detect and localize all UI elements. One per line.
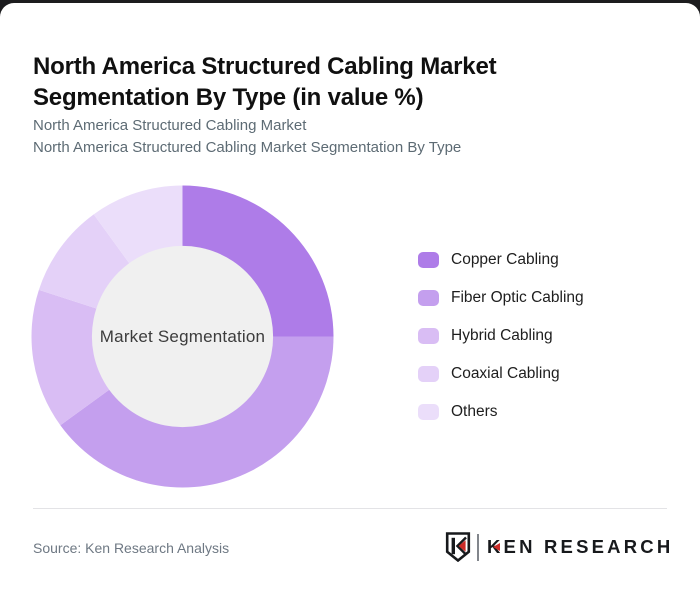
legend-item: Fiber Optic Cabling [418,289,584,306]
logo-separator [477,533,479,561]
chart-subtitle-line2: North America Structured Cabling Market … [33,138,462,156]
source-note: Source: Ken Research Analysis [33,540,230,556]
donut-center-circle [91,245,274,428]
ken-research-shield-icon [445,532,471,562]
chart-subtitle-line1: North America Structured Cabling Market [33,117,307,134]
legend-swatch [418,290,439,306]
legend-label: Coaxial Cabling [451,365,560,382]
legend-item: Others [418,403,584,420]
donut-chart [31,185,334,488]
legend-swatch [418,366,439,382]
ken-research-logo: KEN RESEARCH [445,532,673,562]
legend-swatch [418,252,439,268]
legend-swatch [418,328,439,344]
page-title-line2: Segmentation By Type (in value %) [33,84,424,112]
chart-legend: Copper Cabling Fiber Optic Cabling Hybri… [418,251,584,442]
legend-label: Others [451,403,498,420]
page-title-line1: North America Structured Cabling Market [33,53,497,81]
logo-wordmark: KEN RESEARCH [487,536,674,557]
chart-subtitle: North America Structured Cabling Market … [33,115,653,158]
legend-item: Copper Cabling [418,251,584,268]
page-title: North America Structured Cabling Market … [33,51,633,113]
donut-center-label: Market Segmentation [99,326,266,346]
legend-item: Coaxial Cabling [418,365,584,382]
legend-label: Fiber Optic Cabling [451,289,584,306]
legend-label: Hybrid Cabling [451,327,553,344]
report-card: North America Structured Cabling Market … [0,3,700,591]
legend-label: Copper Cabling [451,251,559,268]
donut-chart-area: Market Segmentation [31,185,334,488]
legend-item: Hybrid Cabling [418,327,584,344]
legend-swatch [418,404,439,420]
footer-divider [33,508,667,509]
